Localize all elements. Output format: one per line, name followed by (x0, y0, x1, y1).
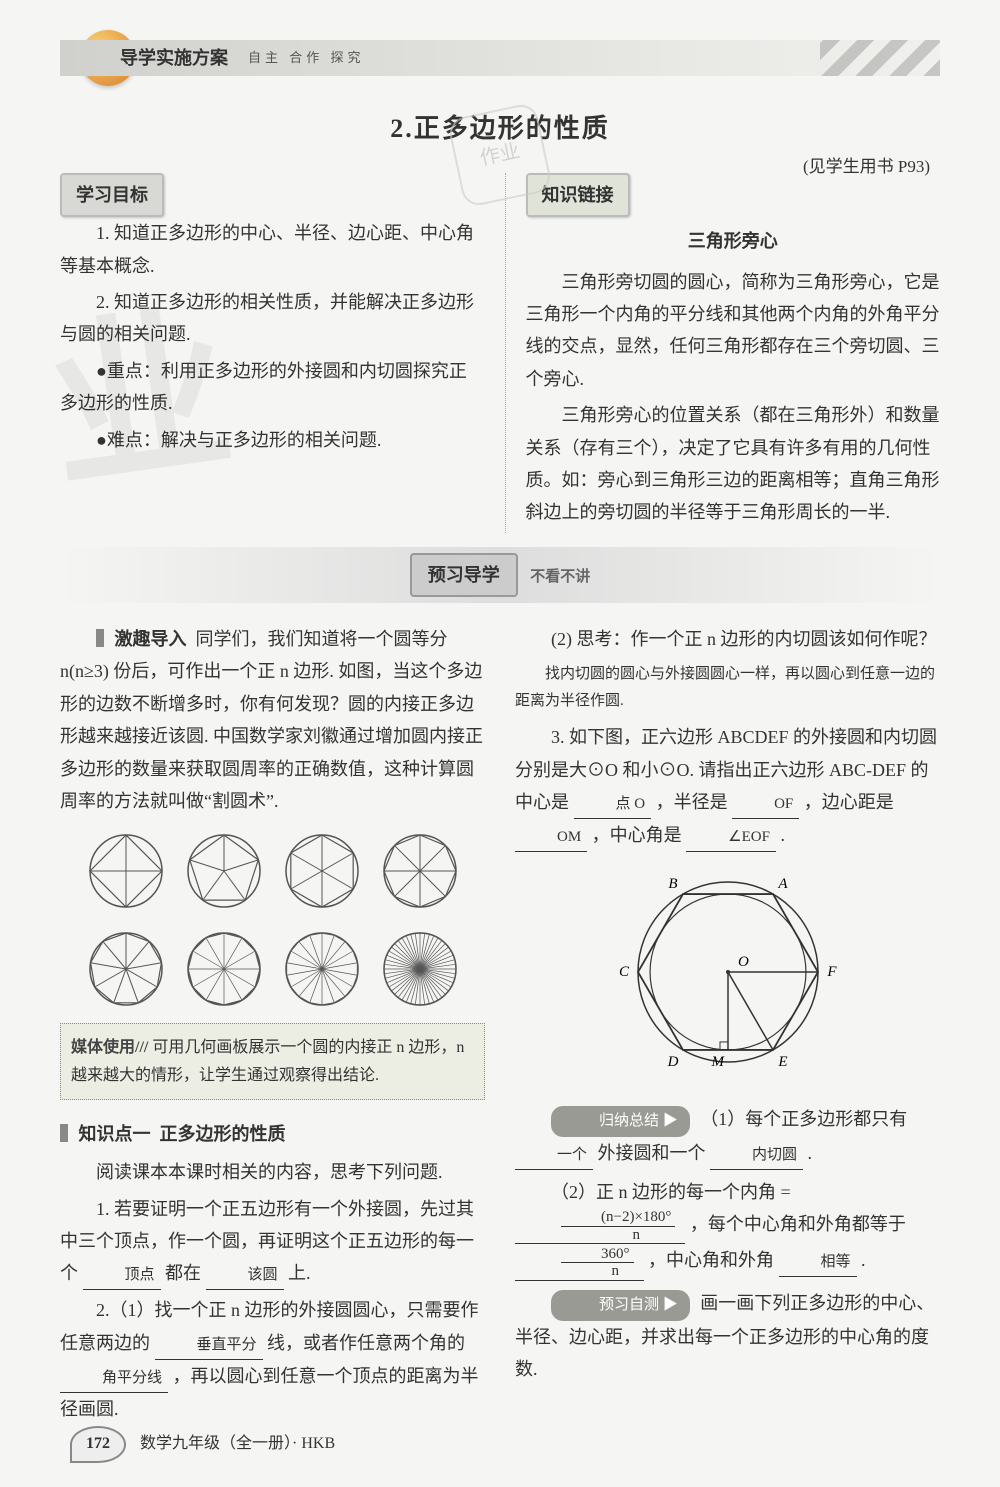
polygon-6-icon (282, 831, 362, 911)
knowledge-p2: 三角形旁心的位置关系（都在三角形外）和数量关系（存有三个），决定了它具有许多有用… (526, 399, 941, 529)
q3: 3. 如下图，正六边形 ABCDEF 的外接圆和内切圆分别是大⊙O 和小⊙O. … (515, 721, 940, 852)
main-two-col: 激趣导入 同学们，我们知道将一个圆等分 n(n≥3) 份后，可作出一个正 n 边… (60, 623, 940, 1429)
summary-1: 归纳总结 ▶ （1）每个正多边形都只有 一个 外接圆和一个 内切圆 . (515, 1103, 940, 1170)
svg-text:B: B (668, 876, 677, 892)
svg-text:F: F (826, 964, 837, 980)
svg-text:D: D (666, 1054, 678, 1070)
right-column: (2) 思考：作一个正 n 边形的内切圆该如何作呢？ 找内切圆的圆心与外接圆圆心… (515, 623, 940, 1429)
intro-lead: 激趣导入 (115, 629, 187, 649)
knowledge-subtitle: 三角形旁心 (526, 225, 941, 257)
summary-pill-2: 预习自测 ▶ (551, 1290, 690, 1321)
book-name: 数学九年级（全一册）· HKB (140, 1430, 335, 1459)
q22-answer: 找内切圆的圆心与外接圆圆心一样，再以圆心到任意一边的距离为半径作圆. (515, 661, 940, 715)
goals-column: 学习目标 1. 知道正多边形的中心、半径、边心距、中心角等基本概念. 2. 知道… (60, 173, 475, 533)
footer: 172 数学九年级（全一册）· HKB (70, 1426, 335, 1463)
hexagon-figure: B A F E D C O M (515, 862, 940, 1092)
intro-para: 激趣导入 同学们，我们知道将一个圆等分 n(n≥3) 份后，可作出一个正 n 边… (60, 623, 485, 817)
goals-key: ●重点：利用正多边形的外接圆和内切圆探究正多边形的性质. (60, 355, 475, 420)
knowledge-p1: 三角形旁切圆的圆心，简称为三角形旁心，它是三角形一个内角的平分线和其他两个内角的… (526, 266, 941, 396)
blank-frac2: 360°n (515, 1246, 644, 1281)
left-column: 激趣导入 同学们，我们知道将一个圆等分 n(n≥3) 份后，可作出一个正 n 边… (60, 623, 485, 1429)
polygon-8-icon (380, 831, 460, 911)
media-label: 媒体使用/// (71, 1034, 148, 1061)
kp1-title: 正多边形的性质 (160, 1124, 286, 1144)
polygon-9-icon (86, 929, 166, 1009)
media-box: 媒体使用/// 可用几何画板展示一个圆的内接正 n 边形，n 越来越大的情形，让… (60, 1023, 485, 1099)
polygon-12-icon (184, 929, 264, 1009)
polygon-5-icon (184, 831, 264, 911)
q22: (2) 思考：作一个正 n 边形的内切圆该如何作呢？ (515, 623, 940, 655)
svg-text:E: E (777, 1054, 787, 1070)
blank-q2-2: 角平分线 (60, 1365, 168, 1393)
summary-2: （2）正 n 边形的每一个内角 = (n−2)×180°n ，每个中心角和外角都… (515, 1176, 940, 1281)
blank-angle: ∠EOF (686, 824, 776, 852)
svg-text:O: O (738, 954, 749, 970)
blank-apothem: OM (515, 824, 587, 852)
summary-pill-1: 归纳总结 ▶ (551, 1106, 690, 1137)
polygon-gallery (60, 831, 485, 1009)
blank-s1-2: 内切圆 (710, 1142, 803, 1170)
header-subtitle: 自主 合作 探究 (248, 46, 365, 69)
preview-label: 预习导学 (410, 553, 518, 597)
blank-frac1: (n−2)×180°n (515, 1209, 685, 1244)
blank-q2-1: 垂直平分 (155, 1332, 263, 1360)
corner-stripes (820, 40, 940, 76)
kp1-pre: 阅读课本本课时相关的内容，思考下列问题. (60, 1156, 485, 1188)
blank-q1-2: 该圆 (206, 1262, 284, 1290)
kp1-lead: 知识点一 (79, 1124, 151, 1144)
blank-q1-1: 顶点 (83, 1262, 161, 1290)
goals-p2: 2. 知道正多边形的相关性质，并能解决正多边形与圆的相关问题. (60, 286, 475, 351)
summary-3: 预习自测 ▶ 画一画下列正多边形的中心、半径、边心距，并求出每一个正多边形的中心… (515, 1287, 940, 1386)
svg-text:M: M (710, 1054, 725, 1070)
knowledge-column: 知识链接 三角形旁心 三角形旁切圆的圆心，简称为三角形旁心，它是三角形一个内角的… (505, 173, 941, 533)
svg-text:C: C (618, 964, 629, 980)
goals-p1: 1. 知道正多边形的中心、半径、边心距、中心角等基本概念. (60, 217, 475, 282)
kp1-heading: 知识点一 正多边形的性质 (60, 1118, 485, 1150)
watermark-stamp: 作业 (447, 102, 554, 209)
preview-band: 预习导学 不看不讲 (60, 547, 940, 603)
preview-tag: 不看不讲 (530, 569, 590, 585)
kp1-bullet-icon (60, 1124, 68, 1142)
hexagon-svg: B A F E D C O M (608, 862, 848, 1082)
blank-s1-1: 一个 (515, 1142, 593, 1170)
page-number: 172 (70, 1426, 126, 1463)
page-reference: (见学生用书 P93) (803, 152, 930, 183)
blank-center: 点 O (574, 791, 652, 819)
blank-s2-eq: 相等 (779, 1249, 857, 1277)
header-title: 导学实施方案 (120, 42, 228, 74)
kp1-q2: 2.（1）找一个正 n 边形的外接圆圆心，只需要作任意两边的 垂直平分 线，或者… (60, 1294, 485, 1425)
intro-text: 同学们，我们知道将一个圆等分 n(n≥3) 份后，可作出一个正 n 边形. 如图… (60, 629, 483, 811)
polygon-48-icon (380, 929, 460, 1009)
svg-text:A: A (777, 876, 788, 892)
kp1-q1: 1. 若要证明一个正五边形有一个外接圆，先过其中三个顶点，作一个圆，再证明这个正… (60, 1193, 485, 1291)
top-two-col: 学习目标 1. 知道正多边形的中心、半径、边心距、中心角等基本概念. 2. 知道… (60, 173, 940, 533)
goals-label: 学习目标 (60, 173, 164, 217)
header-bar: 导学实施方案 自主 合作 探究 (60, 40, 940, 76)
intro-bullet-icon (96, 629, 104, 647)
blank-radius: OF (732, 791, 799, 819)
polygon-18-icon (282, 929, 362, 1009)
polygon-4-icon (86, 831, 166, 911)
goals-hard: ●难点：解决与正多边形的相关问题. (60, 424, 475, 456)
